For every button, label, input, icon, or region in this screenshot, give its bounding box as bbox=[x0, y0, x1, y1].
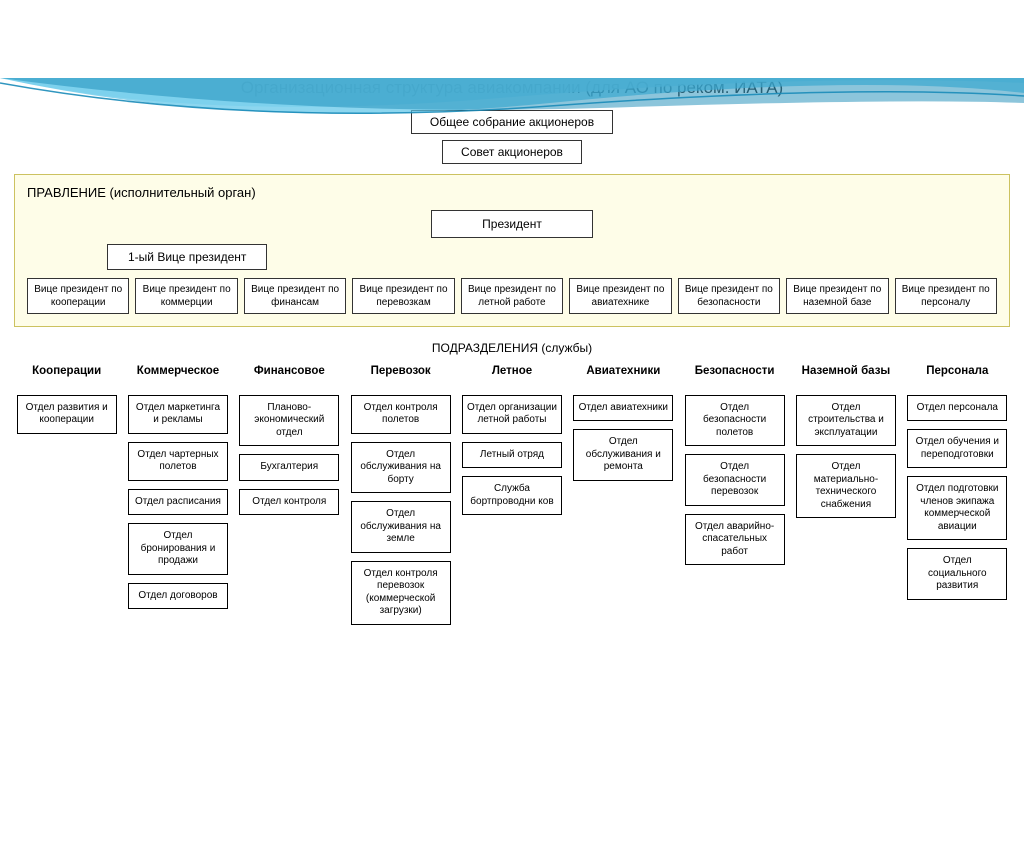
department-box: Отдел маркетинга и рекламы bbox=[128, 395, 228, 434]
department-column: Наземной базы Отдел строительства и экспл… bbox=[793, 365, 898, 633]
department-box: Отдел чартерных полетов bbox=[128, 442, 228, 481]
department-box: Отдел персонала bbox=[907, 395, 1007, 422]
department-box: Отдел развития и кооперации bbox=[17, 395, 117, 434]
vp-box: Вице президент по перевозкам bbox=[352, 278, 454, 314]
vp-box: Вице президент по финансам bbox=[244, 278, 346, 314]
column-header: Летное bbox=[492, 365, 532, 379]
department-box: Отдел подготовки членов экипажа коммерче… bbox=[907, 476, 1007, 540]
department-column: Летное Отдел организации летной работы Лет… bbox=[459, 365, 564, 633]
department-box: Отдел аварийно-спасательных работ bbox=[685, 514, 785, 566]
column-header: Персонала bbox=[926, 365, 988, 379]
column-header: Авиатехники bbox=[586, 365, 660, 379]
subdivisions-title: ПОДРАЗДЕЛЕНИЯ (службы) bbox=[0, 341, 1024, 355]
column-header: Безопасности bbox=[695, 365, 775, 379]
vp-box: Вице президент по кооперации bbox=[27, 278, 129, 314]
department-column: Персонала Отдел персонала Отдел обучения и… bbox=[905, 365, 1010, 633]
department-column: Кооперации Отдел развития и кооперации bbox=[14, 365, 119, 633]
column-header: Перевозок bbox=[371, 365, 431, 379]
column-header: Финансовое bbox=[254, 365, 325, 379]
department-box: Отдел авиатехники bbox=[573, 395, 673, 422]
department-box: Летный отряд bbox=[462, 442, 562, 469]
department-box: Отдел расписания bbox=[128, 489, 228, 516]
governance-panel: ПРАВЛЕНИЕ (исполнительный орган) Президе… bbox=[14, 174, 1010, 327]
columns-container: КооперацииОтдел развития и кооперацииКом… bbox=[14, 365, 1010, 633]
department-column: Коммерческое Отдел маркетинга и рекламы От… bbox=[125, 365, 230, 633]
department-box: Отдел строительства и эксплуатации bbox=[796, 395, 896, 447]
department-column: Финансовое Планово-экономический отдел Бух… bbox=[237, 365, 342, 633]
first-vp-box: 1-ый Вице президент bbox=[107, 244, 267, 270]
department-column: Безопасности Отдел безопасности полетов От… bbox=[682, 365, 787, 633]
vp-box: Вице президент по летной работе bbox=[461, 278, 563, 314]
president-box: Президент bbox=[431, 210, 593, 238]
vp-box: Вице президент по персоналу bbox=[895, 278, 997, 314]
department-box: Служба бортпроводни ков bbox=[462, 476, 562, 515]
department-column: Авиатехники Отдел авиатехники Отдел обслуж… bbox=[571, 365, 676, 633]
department-box: Отдел обслуживания на земле bbox=[351, 501, 451, 553]
department-box: Отдел организации летной работы bbox=[462, 395, 562, 434]
vp-box: Вице президент по коммерции bbox=[135, 278, 237, 314]
vp-box: Вице президент по наземной базе bbox=[786, 278, 888, 314]
column-header: Наземной базы bbox=[802, 365, 891, 379]
column-header: Кооперации bbox=[32, 365, 101, 379]
panel-title: ПРАВЛЕНИЕ (исполнительный орган) bbox=[27, 185, 997, 200]
department-box: Отдел обучения и переподготовки bbox=[907, 429, 1007, 468]
department-box: Бухгалтерия bbox=[239, 454, 339, 481]
vp-box: Вице президент по авиатехнике bbox=[569, 278, 671, 314]
department-box: Отдел бронирования и продажи bbox=[128, 523, 228, 575]
department-box: Отдел обслуживания на борту bbox=[351, 442, 451, 494]
column-header: Коммерческое bbox=[137, 365, 219, 379]
department-box: Отдел материально-технического снабжения bbox=[796, 454, 896, 518]
department-box: Отдел контроля полетов bbox=[351, 395, 451, 434]
department-box: Отдел контроля bbox=[239, 489, 339, 516]
wave-decoration bbox=[0, 78, 1024, 148]
department-box: Отдел социального развития bbox=[907, 548, 1007, 600]
department-box: Планово-экономический отдел bbox=[239, 395, 339, 447]
vp-row: Вице президент по кооперации Вице презид… bbox=[27, 278, 997, 314]
department-box: Отдел безопасности перевозок bbox=[685, 454, 785, 506]
department-box: Отдел договоров bbox=[128, 583, 228, 610]
department-box: Отдел обслуживания и ремонта bbox=[573, 429, 673, 481]
vp-box: Вице президент по безопасности bbox=[678, 278, 780, 314]
department-box: Отдел безопасности полетов bbox=[685, 395, 785, 447]
department-column: Перевозок Отдел контроля полетов Отдел обс… bbox=[348, 365, 453, 633]
department-box: Отдел контроля перевозок (коммерческой з… bbox=[351, 561, 451, 625]
